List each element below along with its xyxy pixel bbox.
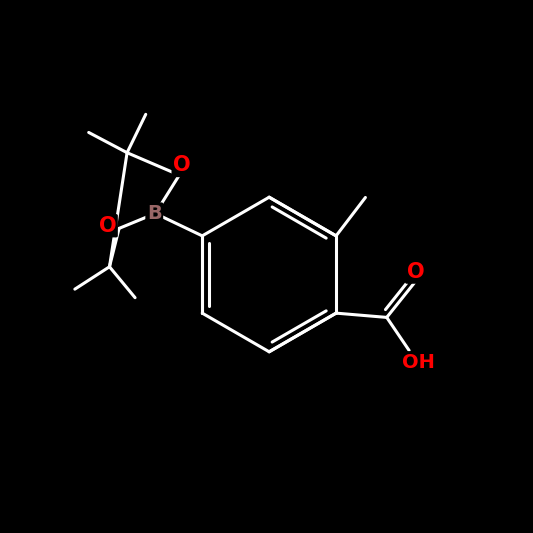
Text: OH: OH xyxy=(402,353,435,372)
Text: O: O xyxy=(99,216,116,236)
Text: O: O xyxy=(173,156,191,175)
Text: B: B xyxy=(147,204,161,223)
Text: O: O xyxy=(407,262,424,282)
